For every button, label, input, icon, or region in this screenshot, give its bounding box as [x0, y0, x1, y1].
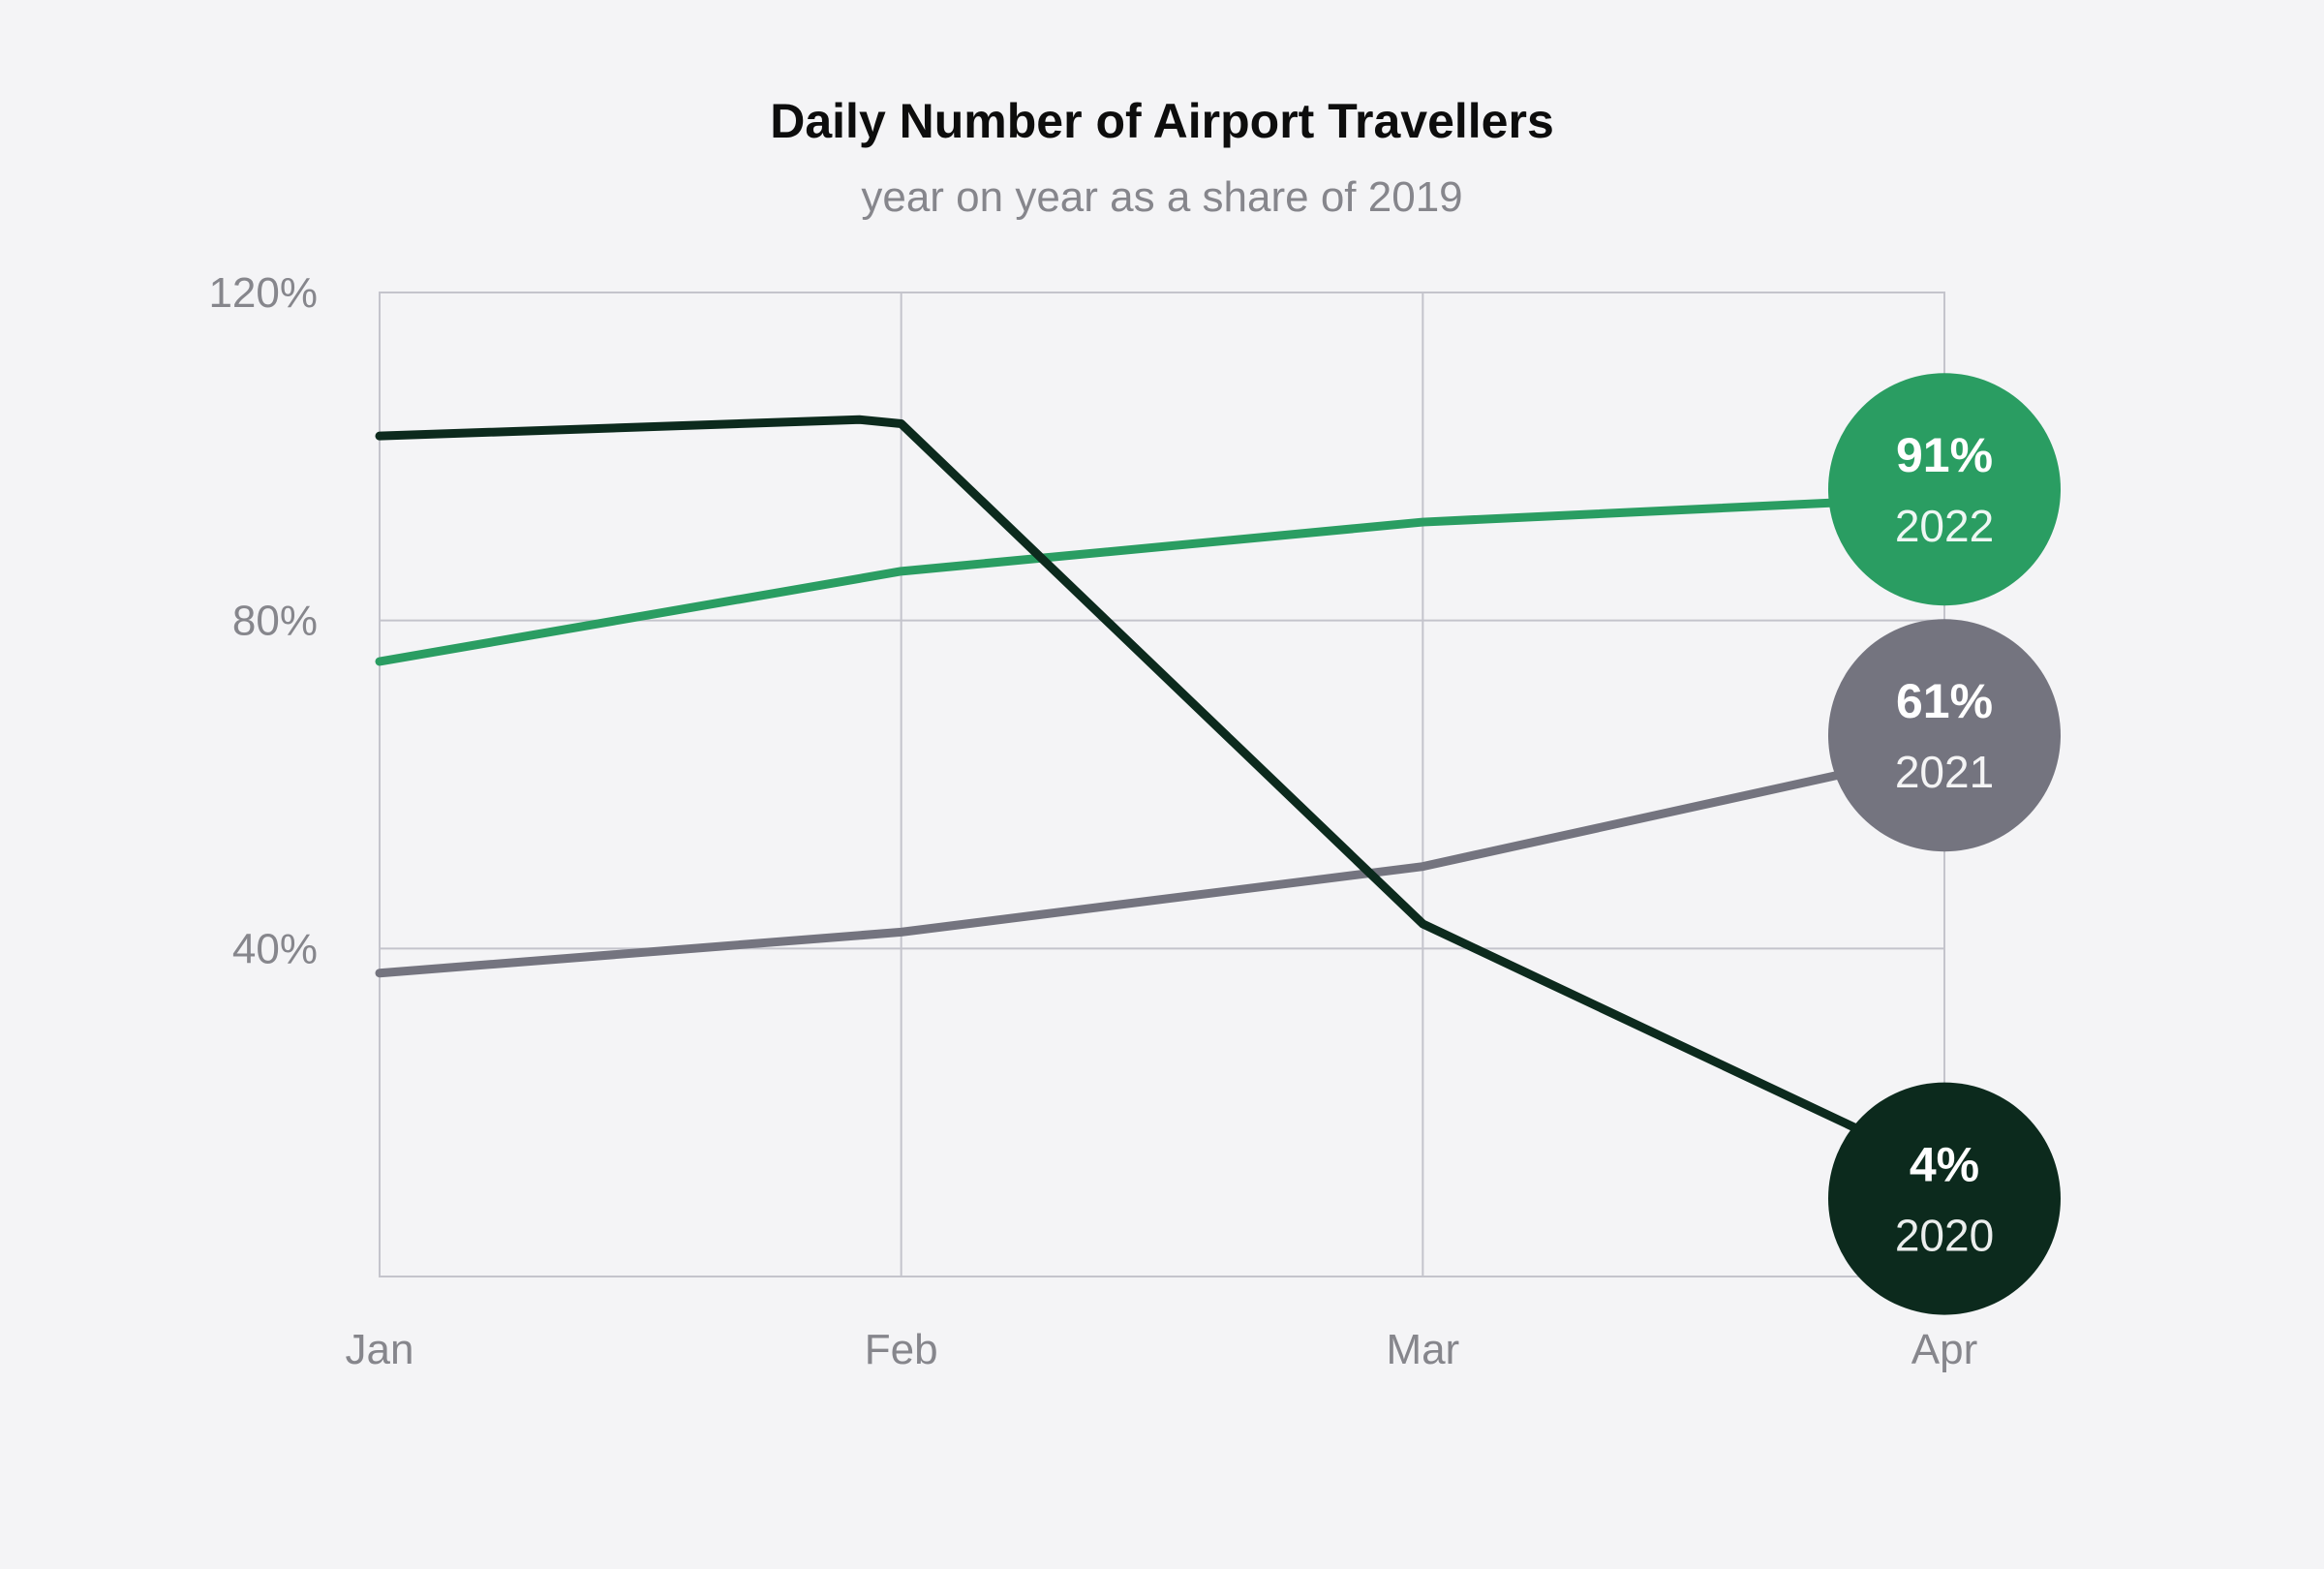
y-tick-label: 120%: [208, 269, 318, 317]
y-tick-label: 80%: [232, 598, 318, 645]
chart-title: Daily Number of Airport Travellers: [770, 94, 1554, 148]
chart-subtitle: year on year as a share of 2019: [861, 173, 1462, 221]
x-tick-label: Feb: [865, 1326, 938, 1373]
x-tick-label: Mar: [1386, 1326, 1459, 1373]
series-line-2020: [375, 415, 1949, 1175]
series-line-2022: [375, 493, 1949, 666]
badge-year-label: 2022: [1895, 501, 1994, 551]
badge-value-label: 61%: [1896, 674, 1993, 728]
grid: [379, 292, 1945, 1277]
x-tick-label: Jan: [346, 1326, 414, 1373]
badge-circle: [1828, 373, 2061, 606]
series-lines: [375, 415, 1949, 1175]
y-tick-label: 40%: [232, 925, 318, 972]
badge-2022: 91% 2022: [1828, 373, 2061, 606]
badge-year-label: 2021: [1895, 747, 1994, 797]
x-tick-label: Apr: [1911, 1326, 1977, 1373]
badge-circle: [1828, 1082, 2061, 1315]
badge-circle: [1828, 619, 2061, 852]
x-axis-ticks: Jan Feb Mar Apr: [346, 1326, 1978, 1373]
badge-2021: 61% 2021: [1828, 619, 2061, 852]
badge-value-label: 4%: [1910, 1138, 1979, 1192]
plot-frame: [379, 292, 1945, 1277]
badge-value-label: 91%: [1896, 428, 1993, 482]
end-badges: 91% 2022 61% 2021 4% 2020: [1828, 373, 2061, 1315]
badge-year-label: 2020: [1895, 1211, 1994, 1261]
y-axis-ticks: 40% 80% 120%: [208, 269, 318, 972]
badge-2020: 4% 2020: [1828, 1082, 2061, 1315]
series-line-2021: [375, 747, 1949, 978]
